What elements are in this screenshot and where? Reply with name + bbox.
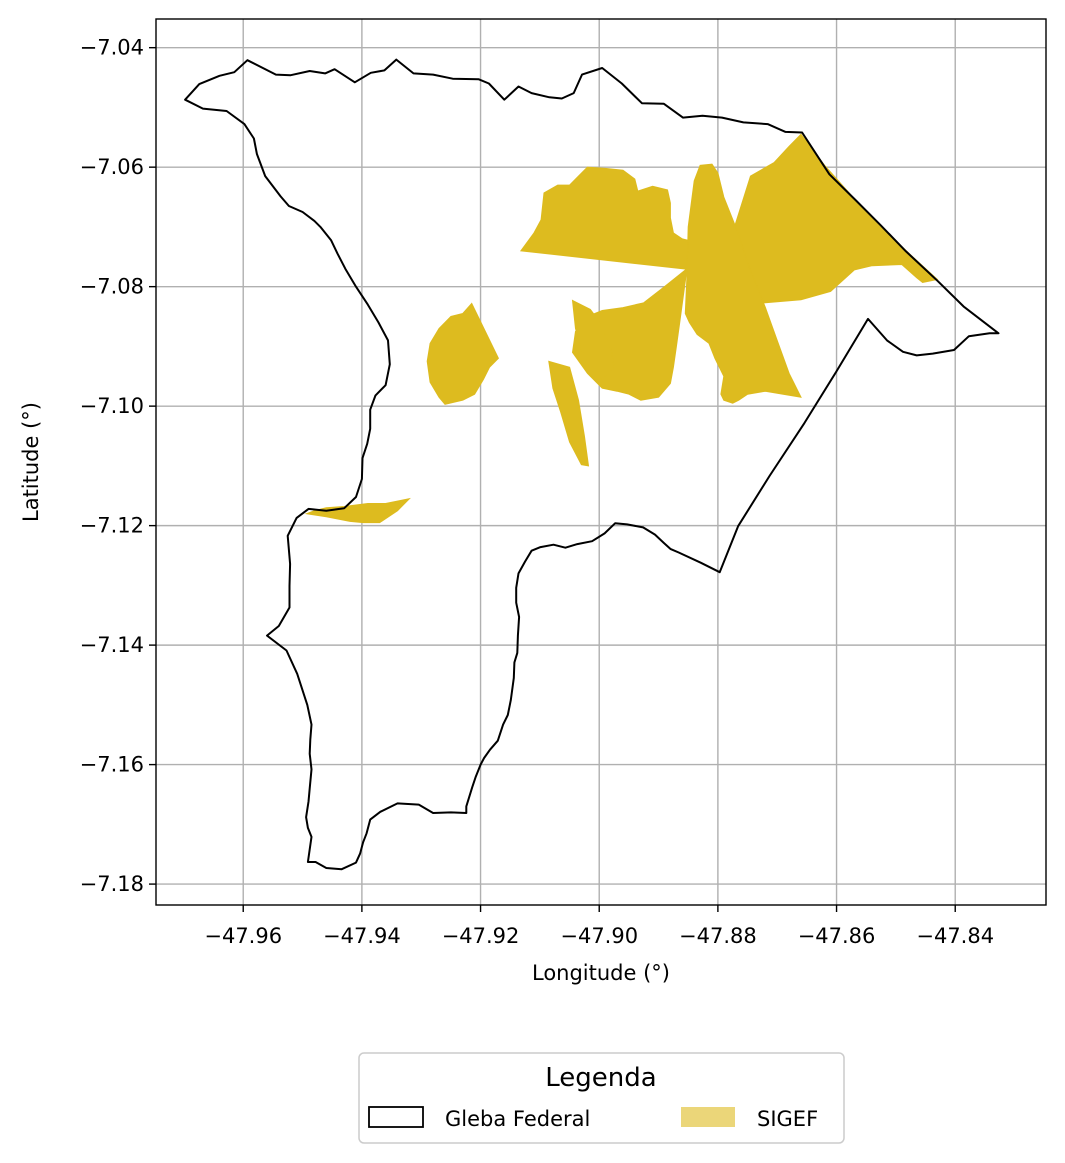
sigef-parcel-7 <box>548 360 590 467</box>
x-tick-label: −47.90 <box>560 924 638 948</box>
y-tick-label: −7.08 <box>80 275 144 299</box>
y-axis-ticks: −7.04 −7.06 −7.08 −7.10 −7.12 −7.14 −7.16 −7.18 <box>80 36 156 896</box>
x-axis-label: Longitude (°) <box>532 961 670 985</box>
x-tick-label: −47.94 <box>323 924 401 948</box>
legend-swatch-gleba-federal <box>368 1106 424 1128</box>
x-tick-label: −47.86 <box>798 924 876 948</box>
sigef-parcel-6 <box>571 299 615 382</box>
x-tick-label: −47.92 <box>442 924 520 948</box>
y-tick-label: −7.16 <box>80 753 144 777</box>
sigef-parcel-1 <box>519 166 710 273</box>
gleba-federal-outline <box>184 58 1000 871</box>
sigef-parcel-8 <box>304 497 411 524</box>
x-tick-label: −47.96 <box>204 924 282 948</box>
y-tick-label: −7.12 <box>80 514 144 538</box>
sigef-layer <box>304 133 939 524</box>
x-axis-ticks: −47.96 −47.94 −47.92 −47.90 −47.88 −47.86 −47.… <box>204 905 994 948</box>
legend-label-sigef: SIGEF <box>757 1107 818 1131</box>
y-axis-label: Latitude (°) <box>19 402 43 522</box>
sigef-parcel-3 <box>684 163 802 404</box>
gleba-federal-layer <box>184 58 1000 871</box>
y-tick-label: −7.06 <box>80 155 144 179</box>
x-tick-label: −47.88 <box>679 924 757 948</box>
legend-title: Legenda <box>545 1063 656 1093</box>
sigef-parcel-2 <box>696 133 939 307</box>
y-tick-label: −7.04 <box>80 36 144 60</box>
grid-lines <box>156 19 1046 905</box>
y-tick-label: −7.18 <box>80 872 144 896</box>
legend-swatch-sigef <box>681 1107 735 1127</box>
x-tick-label: −47.84 <box>916 924 994 948</box>
legend: Legenda Gleba Federal SIGEF <box>358 1052 845 1144</box>
sigef-parcel-5 <box>426 302 500 405</box>
y-tick-label: −7.10 <box>80 394 144 418</box>
legend-label-gleba-federal: Gleba Federal <box>445 1107 590 1131</box>
y-tick-label: −7.14 <box>80 633 144 657</box>
plot-frame <box>155 18 1047 906</box>
